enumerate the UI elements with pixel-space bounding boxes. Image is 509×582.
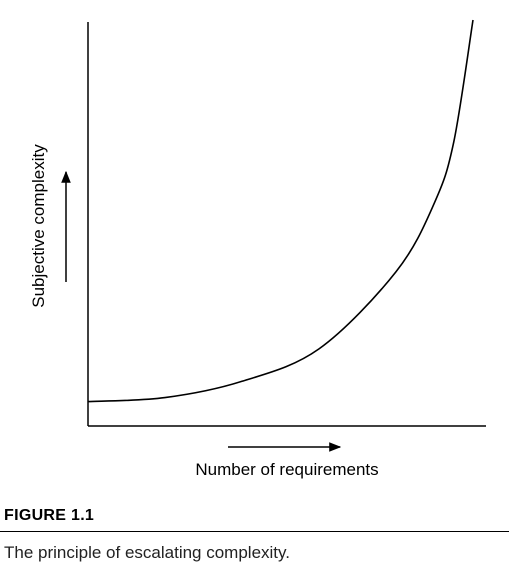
complexity-curve (87, 19, 474, 403)
figure-caption: The principle of escalating complexity. (4, 543, 290, 562)
y-axis-label: Subjective complexity (29, 144, 48, 308)
chart: Subjective complexity Number of requirem… (29, 19, 486, 479)
x-axis-label: Number of requirements (195, 460, 378, 479)
figure-divider (0, 531, 509, 532)
figure-label: FIGURE 1.1 (4, 507, 95, 524)
